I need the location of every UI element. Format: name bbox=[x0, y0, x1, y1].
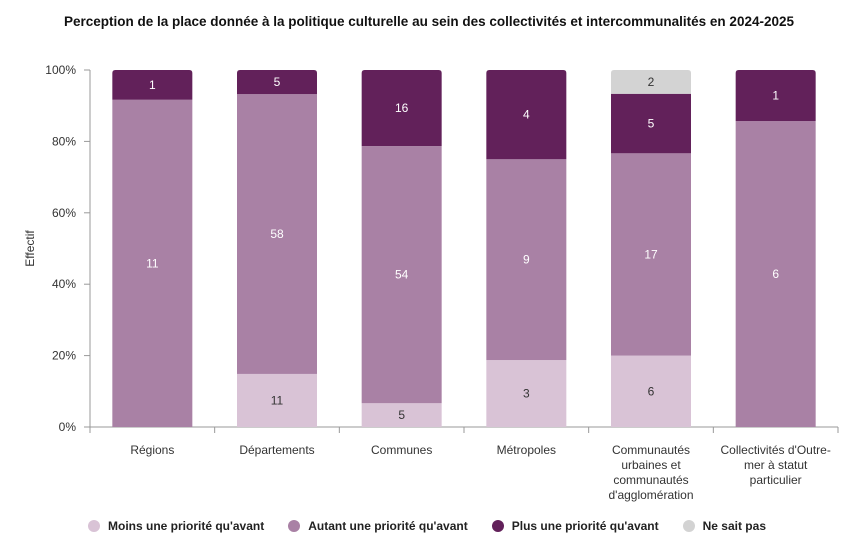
legend-label: Moins une priorité qu'avant bbox=[108, 519, 265, 533]
legend-item[interactable]: Moins une priorité qu'avant bbox=[88, 519, 264, 533]
legend-label: Ne sait pas bbox=[702, 519, 766, 533]
bar-segment bbox=[361, 70, 442, 147]
bar-segment bbox=[611, 93, 691, 154]
y-tick-label: 60% bbox=[52, 206, 76, 220]
bar-value-label: 54 bbox=[395, 268, 409, 282]
bar-value-label: 2 bbox=[648, 75, 655, 89]
chart-title: Perception de la place donnée à la polit… bbox=[63, 14, 794, 29]
y-tick-label: 40% bbox=[52, 277, 76, 291]
legend-item[interactable]: Ne sait pas bbox=[682, 519, 766, 533]
bar-segment bbox=[611, 355, 691, 427]
bar-value-label: 5 bbox=[398, 408, 405, 422]
bar-value-label: 9 bbox=[523, 253, 530, 267]
bar-segment bbox=[735, 121, 816, 427]
y-tick-label: 0% bbox=[59, 420, 77, 434]
y-tick-label: 80% bbox=[52, 134, 76, 148]
bar-segment bbox=[112, 99, 193, 427]
legend-marker bbox=[88, 520, 100, 532]
legend: Moins une priorité qu'avant Autant une pr… bbox=[88, 519, 790, 533]
bar-value-label: 5 bbox=[648, 117, 655, 131]
x-tick-label: Communautés urbaines et communautés d'agglo… bbox=[608, 443, 693, 502]
bar-segment bbox=[486, 70, 567, 160]
x-tick-label: Communes bbox=[371, 443, 432, 457]
bar-value-label: 58 bbox=[270, 227, 284, 241]
legend-item[interactable]: Autant une priorité qu'avant bbox=[288, 519, 468, 533]
bar-segment bbox=[611, 153, 691, 356]
bar-value-label: 6 bbox=[772, 267, 779, 281]
y-axis-title: Effectif bbox=[23, 230, 37, 267]
x-tick-label: Régions bbox=[130, 443, 174, 457]
legend-marker bbox=[491, 520, 504, 532]
bar-segment bbox=[735, 70, 816, 121]
bar-value-label: 1 bbox=[149, 78, 156, 92]
bar-segment bbox=[611, 70, 691, 94]
bar-value-label: 17 bbox=[644, 247, 658, 261]
y-tick-label: 20% bbox=[52, 349, 76, 363]
bar-value-label: 1 bbox=[772, 89, 779, 103]
legend-label: Autant une priorité qu'avant bbox=[308, 519, 468, 533]
legend-marker bbox=[288, 520, 301, 532]
y-tick-label: 100% bbox=[45, 63, 76, 77]
bar-segment bbox=[112, 70, 193, 100]
bar-segment bbox=[486, 360, 567, 427]
bar-segment bbox=[486, 159, 567, 361]
x-tick-label: Collectivités d'Outre-mer à statut partic… bbox=[721, 443, 831, 487]
bar-value-label: 3 bbox=[523, 387, 530, 401]
x-tick-label: Départements bbox=[239, 443, 314, 457]
bar-value-label: 6 bbox=[648, 384, 655, 398]
bar-value-label: 4 bbox=[523, 108, 530, 122]
bar-value-label: 11 bbox=[146, 256, 159, 270]
bar-value-label: 11 bbox=[271, 393, 284, 407]
legend-label: Plus une priorité qu'avant bbox=[511, 519, 659, 533]
x-tick-label: Métropoles bbox=[497, 443, 556, 457]
bar-value-label: 5 bbox=[274, 75, 281, 89]
bar-segment bbox=[361, 403, 442, 427]
bar-segment bbox=[237, 70, 317, 95]
legend-item[interactable]: Plus une priorité qu'avant bbox=[491, 519, 659, 533]
bar-segment bbox=[361, 146, 442, 404]
bar-segment bbox=[237, 94, 317, 374]
bar-segment bbox=[237, 373, 317, 427]
bar-value-label: 16 bbox=[395, 101, 409, 115]
legend-marker bbox=[682, 520, 695, 532]
